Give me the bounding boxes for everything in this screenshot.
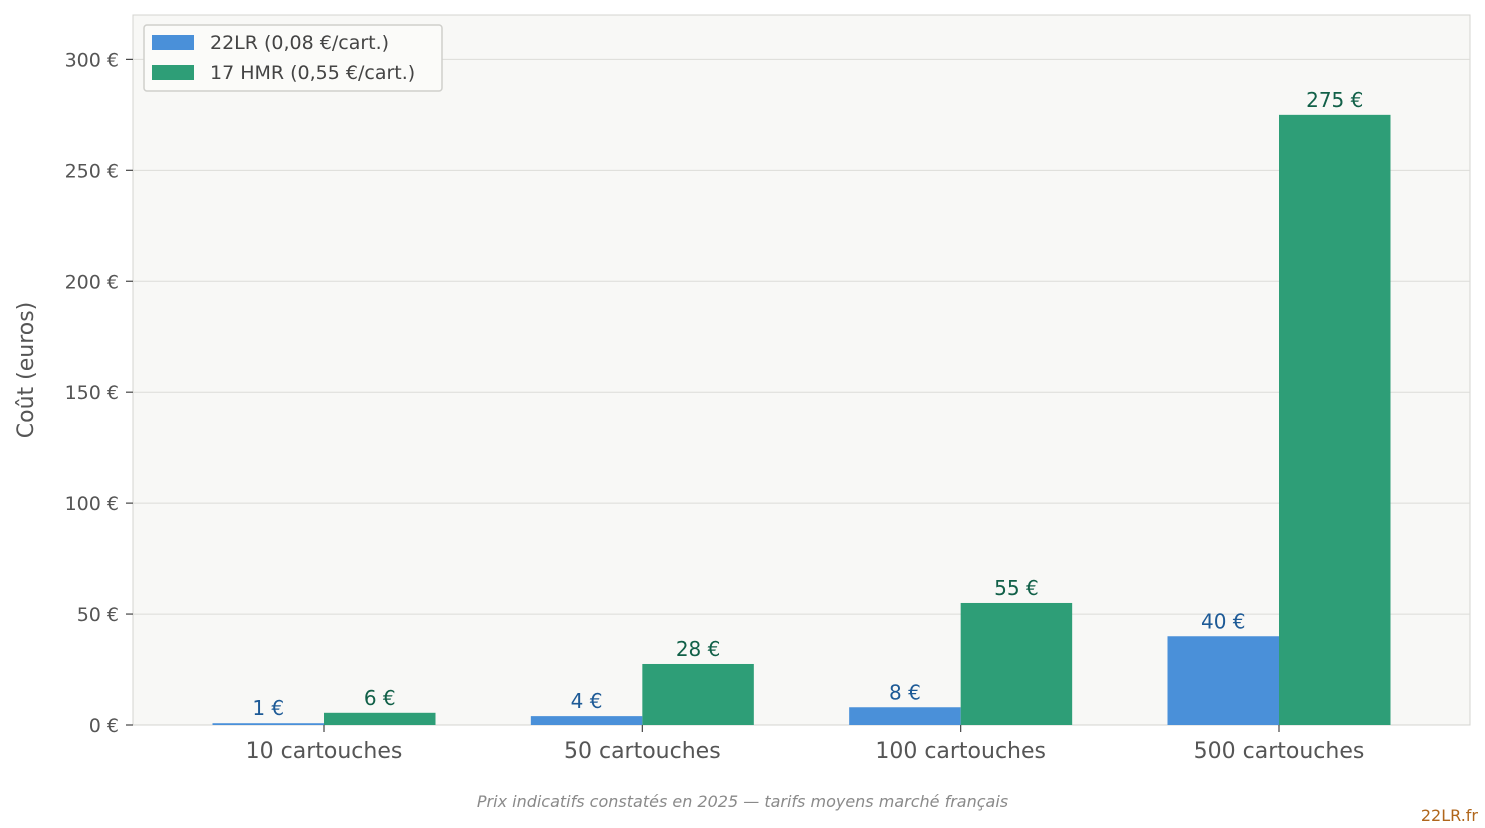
x-tick-label: 50 cartouches [564, 739, 721, 764]
y-tick-label: 50 € [77, 604, 119, 626]
bar-value-label: 55 € [994, 576, 1039, 600]
x-tick-label: 100 cartouches [875, 739, 1046, 764]
y-tick-label: 150 € [65, 382, 119, 404]
plot-area [132, 14, 1471, 726]
x-tick-label: 500 cartouches [1194, 739, 1365, 764]
bar-22lr [1167, 636, 1279, 725]
bar-17hmr [324, 712, 436, 725]
y-tick-label: 0 € [89, 715, 119, 737]
bar-value-label: 40 € [1201, 609, 1246, 633]
legend-box [143, 24, 443, 92]
bar-17hmr [642, 663, 754, 725]
bar-22lr [849, 707, 961, 725]
y-axis: 0 € 50 € 100 € 150 € 200 € 250 € 300 € [65, 49, 133, 737]
x-axis: 10 cartouches 50 cartouches 100 cartouches… [246, 725, 1365, 764]
x-tick-label: 10 cartouches [246, 739, 403, 764]
bar-22lr [530, 716, 643, 725]
legend: 22LR (0,08 €/cart.) 17 HMR (0,55 €/cart.… [143, 24, 443, 92]
bar-value-labels: 1 € 6 € 4 € 28 € 8 € 55 € 40 € 275 € [252, 88, 1363, 720]
legend-label-17hmr: 17 HMR (0,55 €/cart.) [210, 62, 415, 84]
bar-value-label: 1 € [252, 696, 284, 720]
legend-swatch-17hmr [152, 65, 194, 80]
legend-label-22lr: 22LR (0,08 €/cart.) [210, 32, 389, 54]
y-axis-label: Coût (euros) [14, 302, 39, 439]
bar-value-label: 8 € [889, 680, 921, 704]
brand-label: 22LR.fr [1420, 806, 1478, 825]
bar-value-label: 275 € [1306, 88, 1363, 112]
y-tick-label: 200 € [65, 271, 119, 293]
y-tick-label: 100 € [65, 493, 119, 515]
bar-value-label: 6 € [364, 686, 396, 710]
bar-chart: 0 € 50 € 100 € 150 € 200 € 250 € 300 € 1 € 6 € 4… [14, 14, 1471, 764]
y-tick-label: 300 € [65, 49, 119, 71]
bars [212, 114, 1391, 725]
bar-17hmr [960, 602, 1073, 725]
chart-footnote: Prix indicatifs constatés en 2025 — tari… [476, 792, 1009, 811]
bar-value-label: 28 € [676, 637, 721, 661]
legend-swatch-22lr [152, 35, 194, 50]
bar-value-label: 4 € [571, 689, 603, 713]
bar-22lr [212, 723, 324, 725]
y-tick-label: 250 € [65, 160, 119, 182]
bar-17hmr [1279, 114, 1391, 725]
